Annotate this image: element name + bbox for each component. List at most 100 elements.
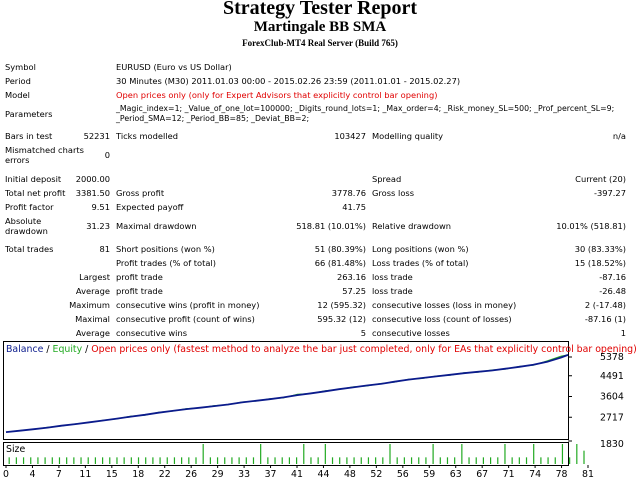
- spread-value: Current (20): [575, 174, 626, 184]
- profit-trades-value: 66 (81.48%): [314, 258, 366, 268]
- legend-note: Open prices only (fastest method to anal…: [91, 344, 636, 355]
- x-tick-label: 11: [79, 469, 91, 479]
- balance-line: [5, 354, 569, 433]
- size-plot-frame: [3, 442, 569, 466]
- average-profit-label: profit trade: [116, 286, 163, 296]
- average-label: Average: [75, 286, 110, 296]
- average-profit-value: 57.25: [342, 286, 366, 296]
- spread-label: Spread: [372, 174, 402, 184]
- avg-consecutive-wins-label: consecutive wins: [116, 328, 188, 338]
- maximum-label: Maximum: [69, 300, 110, 310]
- legend-balance: Balance: [6, 344, 44, 355]
- loss-trades-value: 15 (18.52%): [574, 258, 626, 268]
- balance-chart-svg: Balance / Equity / Open prices only (fas…: [3, 341, 637, 479]
- x-tick-label: 59: [423, 469, 435, 479]
- net-profit-value: 3381.50: [75, 188, 110, 198]
- largest-profit-value: 263.16: [336, 272, 366, 282]
- size-label: Size: [6, 444, 25, 455]
- y-tick-label: 3604: [600, 392, 624, 403]
- bars-label: Bars in test: [5, 131, 53, 141]
- expected-payoff-label: Expected payoff: [116, 202, 184, 212]
- short-positions-label: Short positions (won %): [116, 244, 215, 254]
- report-title: Strategy Tester Report: [222, 0, 418, 19]
- total-trades-label: Total trades: [5, 244, 54, 254]
- parameters-line-1: _Magic_index=1; _Value_of_one_lot=100000…: [116, 104, 615, 113]
- model-value: Open prices only (only for Expert Adviso…: [116, 90, 438, 100]
- model-label: Model: [5, 90, 30, 100]
- profit-factor-label: Profit factor: [5, 202, 54, 212]
- x-tick-label: 63: [450, 469, 462, 479]
- max-consecutive-wins-value: 12 (595.32): [317, 300, 366, 310]
- x-tick-label: 33: [238, 469, 250, 479]
- x-tick-label: 71: [503, 469, 515, 479]
- x-tick-label: 52: [370, 469, 382, 479]
- x-tick-label: 81: [582, 469, 594, 479]
- main-plot-frame: [3, 341, 569, 440]
- mismatched-label-1: Mismatched charts: [5, 145, 84, 155]
- x-tick-label: 74: [529, 469, 541, 479]
- average-loss-value: -26.48: [599, 286, 626, 296]
- largest-loss-label: loss trade: [372, 272, 413, 282]
- largest-profit-label: profit trade: [116, 272, 163, 282]
- maximal-consecutive-profit-value: 595.32 (12): [317, 314, 366, 324]
- parameters-label: Parameters: [5, 109, 53, 119]
- relative-drawdown-label: Relative drawdown: [372, 221, 452, 231]
- legend-separator-2: /: [82, 344, 91, 355]
- y-tick-label: 2717: [600, 412, 624, 423]
- x-axis: 0 4 7 11 15 18 22 26 29 33 37 41 44 48 52 56 59 63 67 71 74 7…: [3, 465, 594, 479]
- x-tick-label: 4: [29, 469, 35, 479]
- maximal-drawdown-value: 518.81 (10.01%): [296, 221, 366, 231]
- maximal-label: Maximal: [75, 314, 110, 324]
- avg-consecutive-losses-value: 1: [620, 328, 626, 338]
- gross-loss-value: -397.27: [593, 188, 626, 198]
- mismatched-label-2: errors: [5, 155, 30, 165]
- average-loss-label: loss trade: [372, 286, 413, 296]
- gross-profit-label: Gross profit: [116, 188, 165, 198]
- server-name: ForexClub-MT4 Real Server (Build 765): [242, 38, 398, 48]
- x-tick-label: 37: [265, 469, 277, 479]
- initial-deposit-label: Initial deposit: [5, 174, 62, 184]
- x-tick-label: 29: [212, 469, 224, 479]
- series-lines: [5, 354, 569, 433]
- maximal-consecutive-loss-value: -87.16 (1): [584, 314, 626, 324]
- absolute-drawdown-label-1: Absolute: [5, 216, 42, 226]
- profit-trades-label: Profit trades (% of total): [116, 258, 216, 268]
- long-positions-value: 30 (83.33%): [574, 244, 626, 254]
- max-consecutive-losses-value: 2 (-17.48): [584, 300, 626, 310]
- total-trades-value: 81: [99, 244, 110, 254]
- avg-consecutive-losses-label: consecutive losses: [372, 328, 450, 338]
- relative-drawdown-value: 10.01% (518.81): [556, 221, 626, 231]
- x-tick-label: 7: [56, 469, 62, 479]
- avg-consecutive-wins-value: 5: [360, 328, 366, 338]
- x-tick-label: 41: [291, 469, 303, 479]
- initial-deposit-value: 2000.00: [75, 174, 110, 184]
- balance-chart: Balance / Equity / Open prices only (fas…: [3, 341, 637, 479]
- chart-legend: Balance / Equity / Open prices only (fas…: [6, 344, 637, 355]
- y-tick-label: 1830: [600, 439, 624, 450]
- max-consecutive-losses-label: consecutive losses (loss in money): [372, 300, 517, 310]
- largest-label: Largest: [79, 272, 110, 282]
- expert-name: Martingale BB SMA: [253, 19, 387, 35]
- quality-value: n/a: [612, 131, 626, 141]
- maximal-drawdown-label: Maximal drawdown: [116, 221, 197, 231]
- y-axis: 5378 4491 3604 2717 1830: [568, 352, 624, 450]
- profit-factor-value: 9.51: [91, 202, 110, 212]
- y-tick-label: 5378: [600, 352, 624, 363]
- x-tick-label: 0: [3, 469, 9, 479]
- largest-loss-value: -87.16: [599, 272, 626, 282]
- x-tick-label: 22: [159, 469, 171, 479]
- quality-label: Modelling quality: [372, 131, 444, 141]
- net-profit-label: Total net profit: [5, 188, 66, 198]
- x-tick-label: 44: [317, 469, 329, 479]
- legend-equity: Equity: [53, 344, 83, 355]
- bars-value: 52231: [83, 131, 110, 141]
- gross-loss-label: Gross loss: [372, 188, 415, 198]
- legend-separator-1: /: [43, 344, 52, 355]
- period-label: Period: [5, 76, 31, 86]
- loss-trades-label: Loss trades (% of total): [372, 258, 469, 268]
- ticks-label: Ticks modelled: [116, 131, 178, 141]
- mismatched-value: 0: [104, 150, 110, 160]
- absolute-drawdown-value: 31.23: [86, 221, 110, 231]
- long-positions-label: Long positions (won %): [372, 244, 469, 254]
- x-tick-label: 67: [476, 469, 488, 479]
